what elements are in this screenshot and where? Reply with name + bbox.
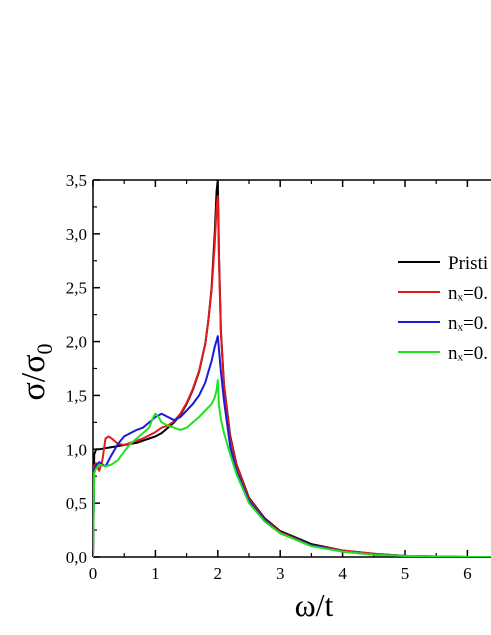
y-tick-label: 2,5	[66, 279, 87, 298]
legend-label-1: nₓ=0.	[448, 283, 488, 304]
x-tick-label: 0	[89, 564, 98, 583]
x-axis-title: ω/t	[295, 587, 334, 623]
y-tick-label: 1,5	[66, 386, 87, 405]
axis-ticks: 0,0 0,5 1,0 1,5 2,0 2,5 3,0 3,5 0 1 2 3 4 5 6	[66, 171, 472, 583]
svg-text:σ/σ0: σ/σ0	[15, 343, 57, 400]
legend-label-2: nₓ=0.	[448, 313, 488, 334]
series-line-2	[93, 335, 491, 557]
x-tick-label: 1	[151, 564, 160, 583]
y-axis-title-main: σ/σ	[15, 354, 52, 400]
series-group	[93, 180, 491, 557]
y-tick-label: 3,0	[66, 225, 87, 244]
series-line-1	[93, 195, 491, 557]
x-tick-label: 3	[276, 564, 285, 583]
y-tick-label: 3,5	[66, 171, 87, 190]
x-tick-label: 6	[463, 564, 472, 583]
y-tick-label: 2,0	[66, 333, 87, 352]
x-tick-label: 5	[401, 564, 410, 583]
legend-label-3: nₓ=0.	[448, 343, 488, 364]
legend: Pristi nₓ=0. nₓ=0. nₓ=0.	[398, 253, 488, 364]
y-axis-title: σ/σ0	[15, 343, 57, 400]
y-tick-label: 0,5	[66, 494, 87, 513]
x-tick-label: 2	[214, 564, 223, 583]
y-axis-title-sub: 0	[32, 343, 57, 354]
legend-label-0: Pristi	[448, 253, 488, 274]
series-line-3	[93, 379, 491, 557]
x-tick-label: 4	[338, 564, 347, 583]
series-line-0	[93, 180, 491, 557]
y-tick-label: 1,0	[66, 440, 87, 459]
y-tick-label: 0,0	[66, 548, 87, 567]
